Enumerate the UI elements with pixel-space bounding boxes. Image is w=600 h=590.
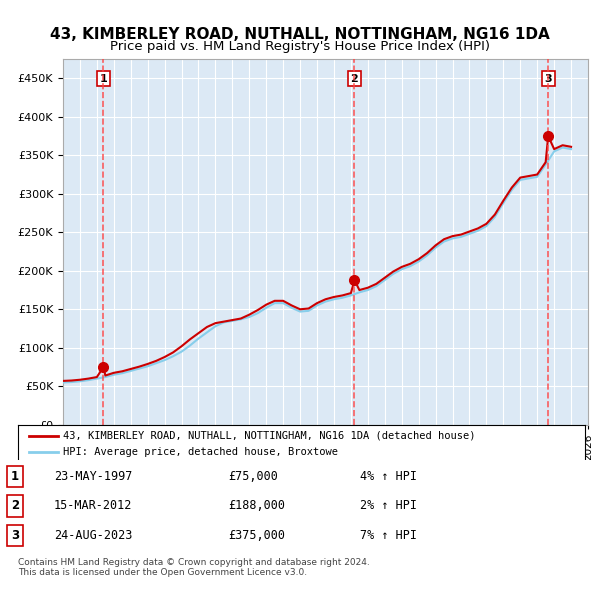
Text: 3: 3	[544, 74, 552, 84]
Text: 7% ↑ HPI: 7% ↑ HPI	[360, 529, 417, 542]
Text: 2: 2	[350, 74, 358, 84]
Text: 1: 1	[11, 470, 19, 483]
Text: 15-MAR-2012: 15-MAR-2012	[54, 499, 133, 513]
Text: 4% ↑ HPI: 4% ↑ HPI	[360, 470, 417, 483]
Text: HPI: Average price, detached house, Broxtowe: HPI: Average price, detached house, Brox…	[64, 447, 338, 457]
Text: 3: 3	[11, 529, 19, 542]
Text: 43, KIMBERLEY ROAD, NUTHALL, NOTTINGHAM, NG16 1DA (detached house): 43, KIMBERLEY ROAD, NUTHALL, NOTTINGHAM,…	[64, 431, 476, 441]
Text: £188,000: £188,000	[228, 499, 285, 513]
Text: Contains HM Land Registry data © Crown copyright and database right 2024.
This d: Contains HM Land Registry data © Crown c…	[18, 558, 370, 577]
Text: £375,000: £375,000	[228, 529, 285, 542]
Text: 2% ↑ HPI: 2% ↑ HPI	[360, 499, 417, 513]
Text: Price paid vs. HM Land Registry's House Price Index (HPI): Price paid vs. HM Land Registry's House …	[110, 40, 490, 53]
Text: 24-AUG-2023: 24-AUG-2023	[54, 529, 133, 542]
Text: £75,000: £75,000	[228, 470, 278, 483]
Text: 43, KIMBERLEY ROAD, NUTHALL, NOTTINGHAM, NG16 1DA: 43, KIMBERLEY ROAD, NUTHALL, NOTTINGHAM,…	[50, 27, 550, 41]
Text: 23-MAY-1997: 23-MAY-1997	[54, 470, 133, 483]
Text: 2: 2	[11, 499, 19, 513]
Text: 1: 1	[100, 74, 107, 84]
